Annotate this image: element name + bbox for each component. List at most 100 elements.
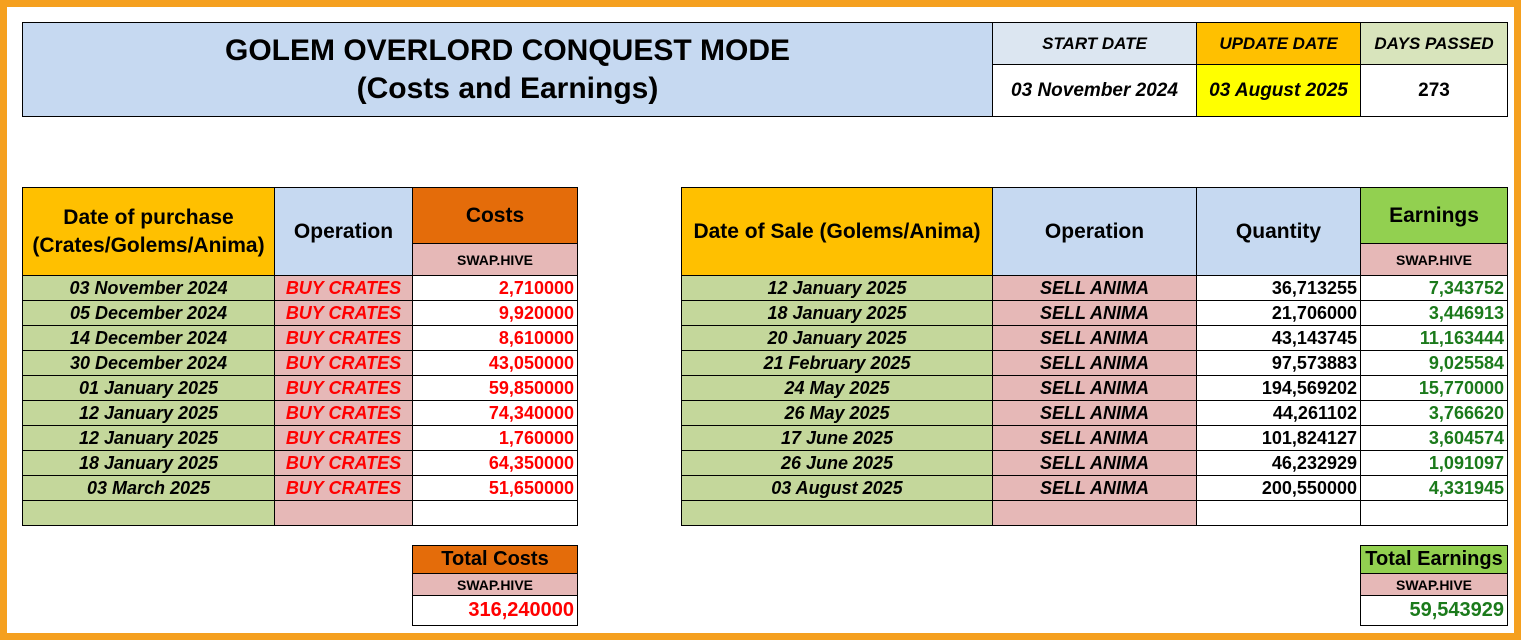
total-earnings-unit[interactable]: SWAP.HIVE	[1360, 573, 1508, 596]
purchase-operation-cell[interactable]: BUY CRATES	[274, 300, 413, 326]
purchase-date-cell[interactable]: 18 January 2025	[22, 450, 275, 476]
sale-quantity-cell[interactable]: 200,550000	[1196, 475, 1361, 501]
quantity-header[interactable]: Quantity	[1196, 187, 1361, 276]
sale-quantity-cell[interactable]: 43,143745	[1196, 325, 1361, 351]
sale-earning-cell[interactable]: 3,604574	[1360, 425, 1508, 451]
sale-earning-cell[interactable]: 11,163444	[1360, 325, 1508, 351]
purchase-cost-cell[interactable]: 2,710000	[412, 275, 578, 301]
title-cell[interactable]: GOLEM OVERLORD CONQUEST MODE (Costs and …	[22, 22, 993, 117]
purchase-operation-cell[interactable]: BUY CRATES	[274, 400, 413, 426]
sale-quantity-cell[interactable]: 46,232929	[1196, 450, 1361, 476]
sale-date-cell[interactable]: 18 January 2025	[681, 300, 993, 326]
purchase-cost-cell[interactable]: 51,650000	[412, 475, 578, 501]
purchase-cost-cell[interactable]: 64,350000	[412, 450, 578, 476]
purchase-cost-cell[interactable]: 1,760000	[412, 425, 578, 451]
sale-operation-cell[interactable]: SELL ANIMA	[992, 400, 1197, 426]
total-costs-value[interactable]: 316,240000	[412, 595, 578, 626]
purchase-cost-cell-text: 59,850000	[488, 377, 574, 398]
costs-unit-header[interactable]: SWAP.HIVE	[412, 243, 578, 276]
purchase-date-cell[interactable]: 14 December 2024	[22, 325, 275, 351]
sale-date-cell[interactable]: 17 June 2025	[681, 425, 993, 451]
sale-quantity-cell[interactable]: 101,824127	[1196, 425, 1361, 451]
sale-operation-cell[interactable]: SELL ANIMA	[992, 425, 1197, 451]
purchase-date-cell[interactable]: 12 January 2025	[22, 425, 275, 451]
start-date-label[interactable]: START DATE	[992, 22, 1197, 65]
sale-earning-cell[interactable]: 7,343752	[1360, 275, 1508, 301]
purchase-operation-cell[interactable]: BUY CRATES	[274, 350, 413, 376]
sale-operation-cell[interactable]: SELL ANIMA	[992, 350, 1197, 376]
sale-date-cell[interactable]: 20 January 2025	[681, 325, 993, 351]
purchase-date-cell-text: 05 December 2024	[69, 302, 228, 323]
sale-operation-cell[interactable]: SELL ANIMA	[992, 450, 1197, 476]
purchase-cost-cell[interactable]: 43,050000	[412, 350, 578, 376]
purchase-operation-header[interactable]: Operation	[274, 187, 413, 276]
purchase-date-cell[interactable]: 01 January 2025	[22, 375, 275, 401]
sale-earning-cell[interactable]: 15,770000	[1360, 375, 1508, 401]
total-earnings-value[interactable]: 59,543929	[1360, 595, 1508, 626]
sale-quantity-cell[interactable]	[1196, 500, 1361, 526]
sale-operation-cell[interactable]: SELL ANIMA	[992, 300, 1197, 326]
sale-operation-cell[interactable]: SELL ANIMA	[992, 375, 1197, 401]
sale-earning-cell[interactable]: 4,331945	[1360, 475, 1508, 501]
purchase-operation-cell[interactable]: BUY CRATES	[274, 375, 413, 401]
sale-operation-header[interactable]: Operation	[992, 187, 1197, 276]
costs-header[interactable]: Costs	[412, 187, 578, 244]
sale-earning-cell[interactable]: 9,025584	[1360, 350, 1508, 376]
purchase-operation-cell[interactable]: BUY CRATES	[274, 275, 413, 301]
total-costs-unit[interactable]: SWAP.HIVE	[412, 573, 578, 596]
purchase-date-cell[interactable]: 12 January 2025	[22, 400, 275, 426]
sale-earning-cell[interactable]	[1360, 500, 1508, 526]
sale-date-cell[interactable]: 24 May 2025	[681, 375, 993, 401]
sale-date-cell[interactable]: 12 January 2025	[681, 275, 993, 301]
sale-quantity-cell[interactable]: 194,569202	[1196, 375, 1361, 401]
sale-quantity-cell[interactable]: 36,713255	[1196, 275, 1361, 301]
days-passed-label[interactable]: DAYS PASSED	[1360, 22, 1508, 65]
sale-date-cell[interactable]: 26 June 2025	[681, 450, 993, 476]
sale-date-cell[interactable]: 21 February 2025	[681, 350, 993, 376]
purchase-cost-cell[interactable]	[412, 500, 578, 526]
sale-date-cell[interactable]: 26 May 2025	[681, 400, 993, 426]
sale-quantity-cell[interactable]: 97,573883	[1196, 350, 1361, 376]
purchase-date-cell[interactable]: 30 December 2024	[22, 350, 275, 376]
sale-earning-cell[interactable]: 3,766620	[1360, 400, 1508, 426]
purchase-cost-cell[interactable]: 59,850000	[412, 375, 578, 401]
sale-date-cell-text: 21 February 2025	[763, 352, 911, 373]
sale-earning-cell[interactable]: 3,446913	[1360, 300, 1508, 326]
sale-operation-cell[interactable]: SELL ANIMA	[992, 475, 1197, 501]
sale-date-cell[interactable]	[681, 500, 993, 526]
purchase-operation-cell[interactable]: BUY CRATES	[274, 475, 413, 501]
sale-operation-cell[interactable]	[992, 500, 1197, 526]
total-earnings-label[interactable]: Total Earnings	[1360, 545, 1508, 574]
purchase-cost-cell[interactable]: 74,340000	[412, 400, 578, 426]
purchase-date-cell[interactable]: 03 March 2025	[22, 475, 275, 501]
sale-quantity-cell[interactable]: 44,261102	[1196, 400, 1361, 426]
purchase-cost-cell[interactable]: 8,610000	[412, 325, 578, 351]
purchase-cost-cell[interactable]: 9,920000	[412, 300, 578, 326]
purchase-date-cell[interactable]: 03 November 2024	[22, 275, 275, 301]
sale-operation-cell[interactable]: SELL ANIMA	[992, 325, 1197, 351]
purchase-operation-cell[interactable]: BUY CRATES	[274, 425, 413, 451]
purchase-operation-cell[interactable]: BUY CRATES	[274, 325, 413, 351]
sale-earning-cell[interactable]: 1,091097	[1360, 450, 1508, 476]
purchase-operation-cell-text: BUY CRATES	[285, 327, 402, 348]
purchase-date-cell[interactable]: 05 December 2024	[22, 300, 275, 326]
purchase-operation-cell[interactable]	[274, 500, 413, 526]
purchase-operation-cell[interactable]: BUY CRATES	[274, 450, 413, 476]
sale-operation-cell[interactable]: SELL ANIMA	[992, 275, 1197, 301]
sale-operation-cell-text: SELL ANIMA	[1039, 452, 1149, 473]
update-date-label[interactable]: UPDATE DATE	[1196, 22, 1361, 65]
update-date-value[interactable]: 03 August 2025	[1196, 64, 1361, 117]
start-date-value[interactable]: 03 November 2024	[992, 64, 1197, 117]
total-earnings-unit-text: SWAP.HIVE	[1396, 576, 1472, 593]
sale-date-cell[interactable]: 03 August 2025	[681, 475, 993, 501]
total-costs-label[interactable]: Total Costs	[412, 545, 578, 574]
purchase-date-cell[interactable]	[22, 500, 275, 526]
sale-operation-cell-text: SELL ANIMA	[1039, 477, 1149, 498]
earnings-unit-header[interactable]: SWAP.HIVE	[1360, 243, 1508, 276]
sale-quantity-cell[interactable]: 21,706000	[1196, 300, 1361, 326]
earnings-header[interactable]: Earnings	[1360, 187, 1508, 244]
sale-date-header[interactable]: Date of Sale (Golems/Anima)	[681, 187, 993, 276]
days-passed-value[interactable]: 273	[1360, 64, 1508, 117]
purchase-date-header[interactable]: Date of purchase (Crates/Golems/Anima)	[22, 187, 275, 276]
sale-earning-cell-text: 9,025584	[1428, 352, 1504, 373]
